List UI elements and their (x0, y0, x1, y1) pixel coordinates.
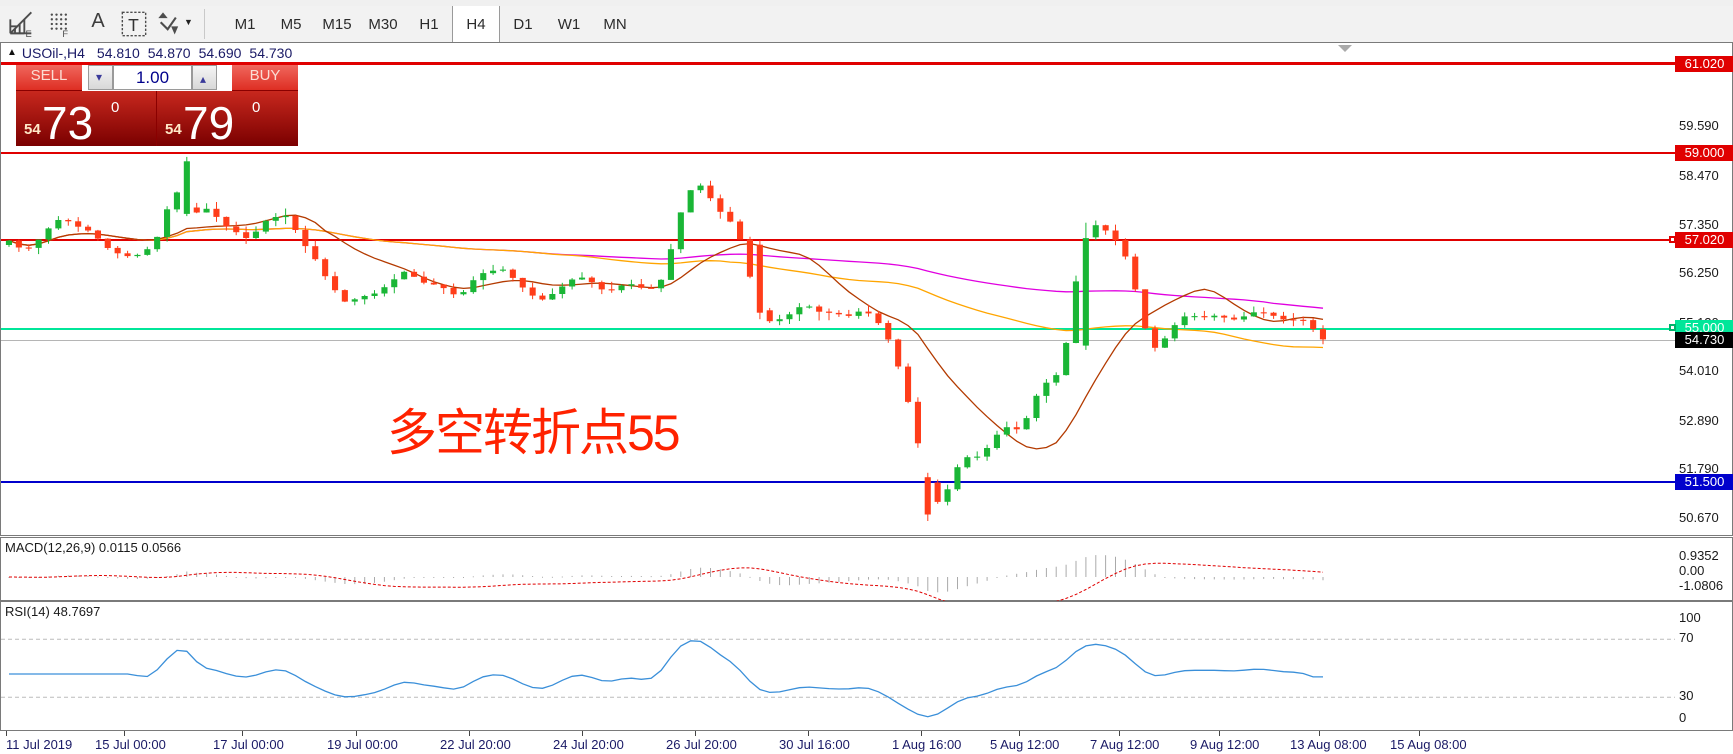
svg-text:T: T (128, 15, 139, 35)
svg-text:E: E (26, 29, 32, 38)
svg-text:F: F (62, 29, 68, 38)
